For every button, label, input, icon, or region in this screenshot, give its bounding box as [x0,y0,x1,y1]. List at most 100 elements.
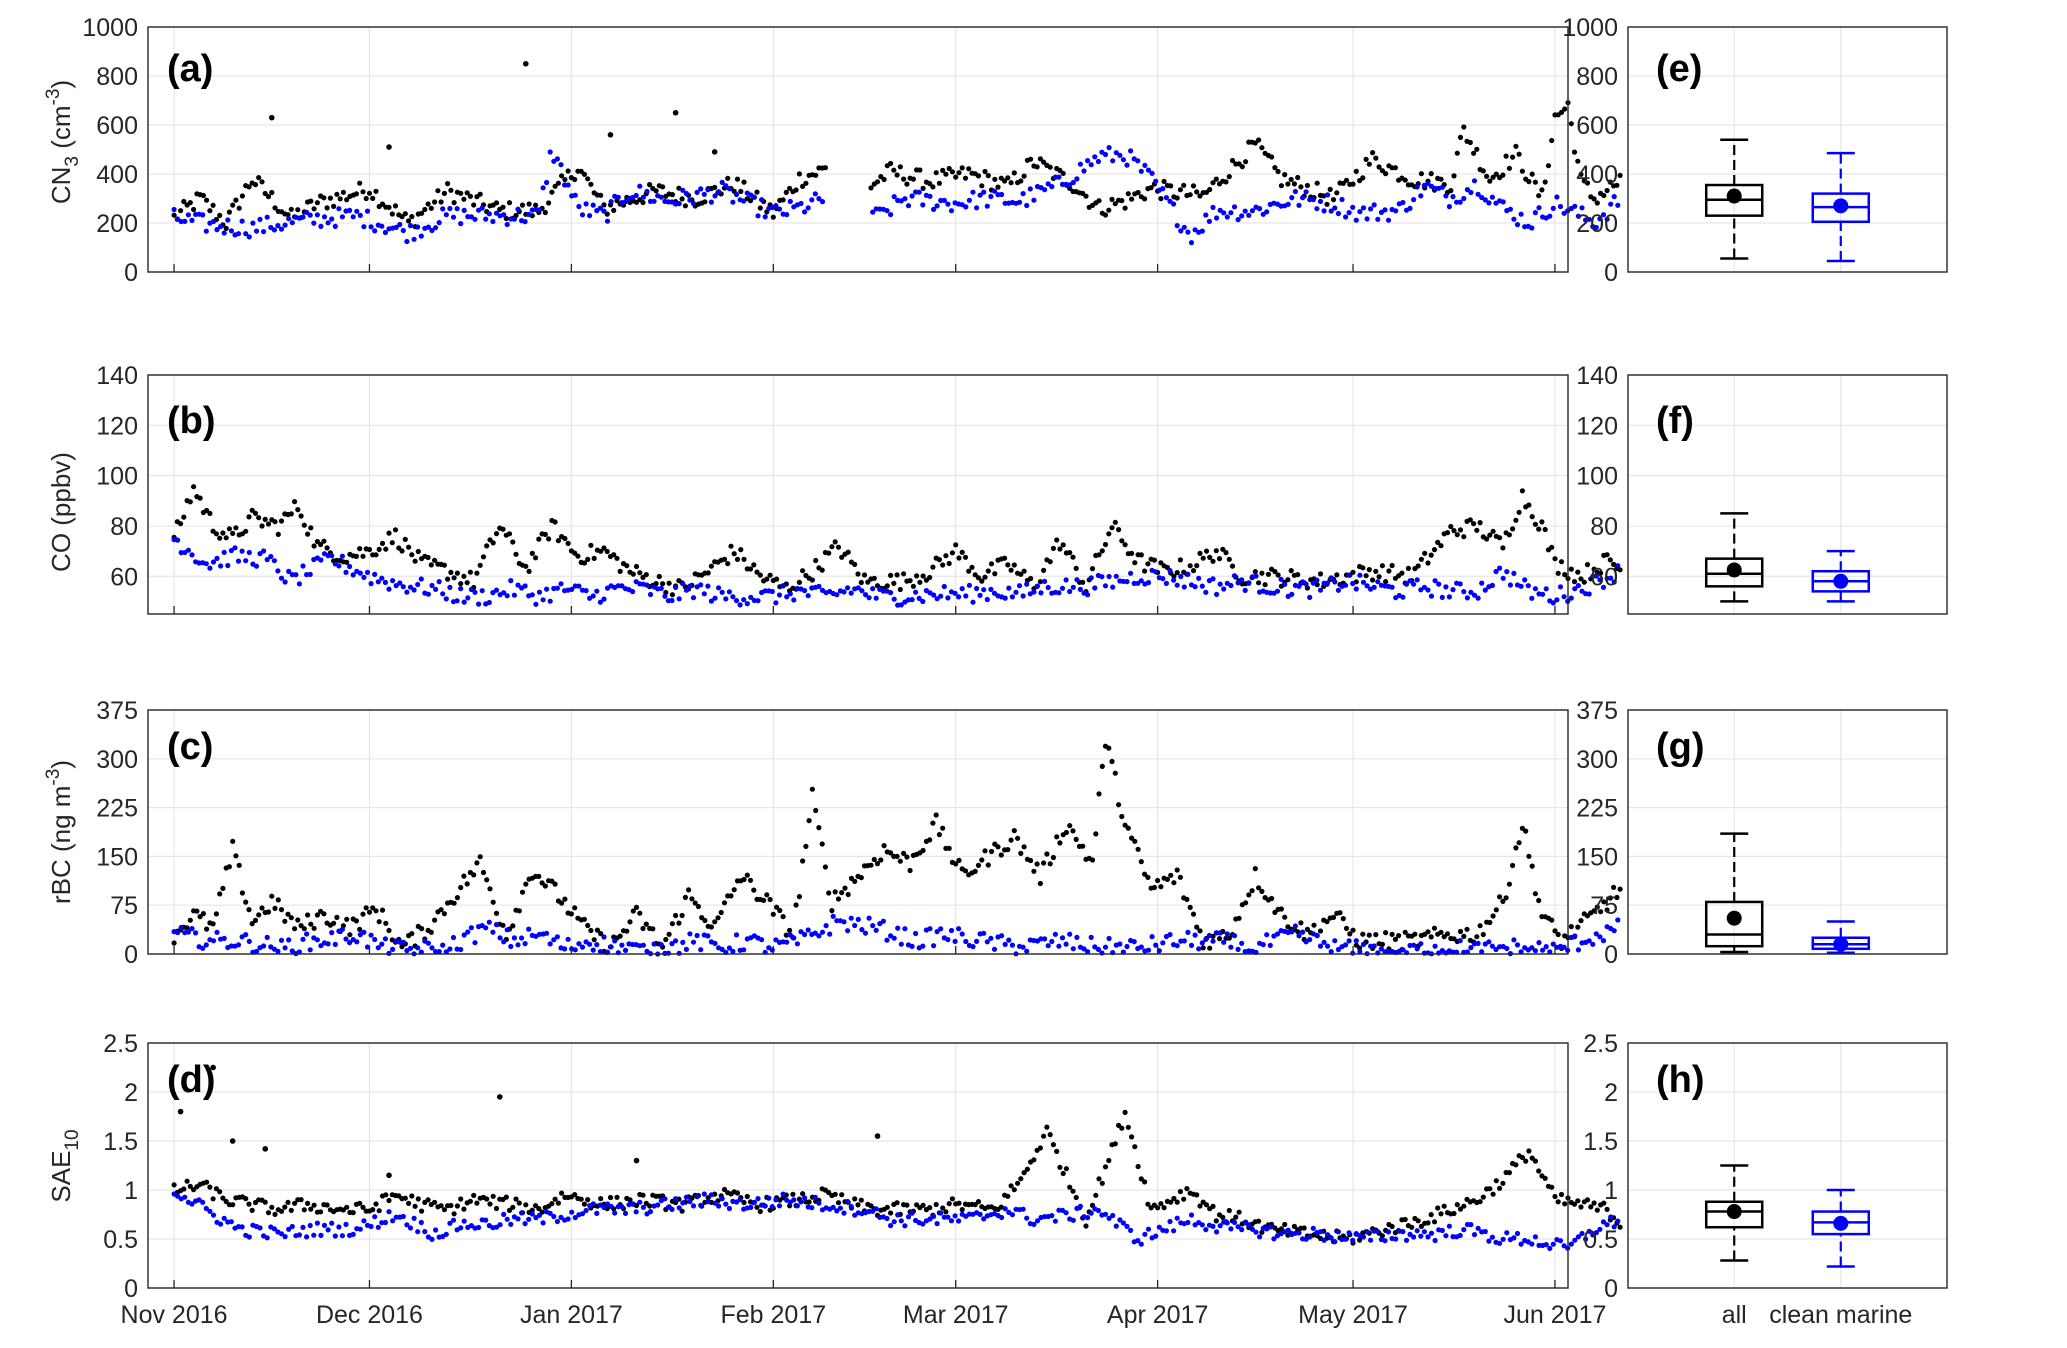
all-point [344,1204,350,1210]
all-point [946,165,952,172]
all-point [490,1193,496,1199]
clean-marine-point [576,203,582,210]
clean-marine-point [300,563,306,569]
all-point [383,1192,389,1198]
clean-marine-point [1088,575,1094,581]
all-point [783,932,789,938]
clean-marine-point [440,942,446,948]
clean-marine-point [1317,1229,1324,1235]
all-point [1477,520,1483,526]
clean-marine-point [680,581,686,587]
all-point [1031,868,1037,874]
all-point [441,911,447,917]
clean-marine-point [1153,178,1159,184]
clean-marine-point [873,927,879,933]
clean-marine-point [1257,206,1263,212]
clean-marine-point [1611,1224,1617,1230]
clean-marine-point [357,1226,363,1232]
y-tick-label: 225 [1576,795,1618,823]
clean-marine-point [1253,573,1259,579]
clean-marine-point [536,589,543,595]
all-point [311,925,317,931]
all-point [588,927,594,934]
all-point [1129,1134,1135,1140]
all-point [1024,1166,1030,1172]
all-point [1138,859,1144,865]
clean-marine-point [382,229,388,236]
clean-marine-point [1235,580,1241,586]
all-point [946,560,952,567]
clean-marine-point [357,212,363,218]
all-point [1523,1158,1529,1164]
clean-marine-point [733,598,740,604]
all-point [1239,164,1245,170]
clean-marine-point [608,1203,614,1209]
clean-marine-point [1063,1210,1069,1216]
all-point [204,1179,210,1185]
all-point [956,857,962,864]
all-point [796,894,803,900]
clean-marine-point [210,559,217,565]
clean-marine-point [1532,586,1538,592]
all-point [1236,915,1242,921]
all-point [337,196,343,202]
clean-marine-point [318,557,324,563]
all-point [220,1195,226,1201]
all-point [897,164,903,170]
clean-marine-point [447,946,453,952]
clean-marine-point [275,568,281,574]
clean-marine-point [941,1214,947,1220]
all-point [868,185,874,191]
clean-marine-point [1016,199,1023,205]
all-point [1037,156,1043,162]
clean-marine-point [354,208,360,214]
all-point [998,852,1004,858]
clean-marine-point [644,582,650,588]
all-point [1370,577,1376,583]
box-iqr [1704,900,1764,948]
all-point [588,181,594,187]
all-point [519,202,526,208]
clean-marine-point [723,1201,729,1207]
all-point [839,890,845,896]
clean-marine-point [304,209,310,215]
all-point [914,573,920,579]
clean-marine-point [583,588,589,594]
panel-label-b: (b) [167,400,216,442]
all-point [562,177,568,183]
all-point [187,200,193,206]
ylabel-panel-d: SAE10 [46,1129,83,1202]
all-point [1050,545,1056,552]
clean-marine-point [282,1234,288,1240]
clean-marine-point [991,946,998,952]
all-point [1184,896,1190,903]
all-point [940,167,946,173]
clean-marine-point [945,937,951,943]
all-point [1562,572,1568,578]
clean-marine-point [400,584,406,590]
clean-marine-point [698,186,704,192]
all-outlier-point [177,1108,184,1115]
all-point [318,1209,324,1215]
clean-marine-point [784,939,790,945]
all-point [269,189,275,196]
axes-frame [147,374,1569,615]
clean-marine-point [1471,1232,1478,1238]
clean-marine-point [1249,208,1255,214]
y-tick-label: 200 [96,210,138,238]
all-point [412,558,418,564]
all-point [546,200,552,206]
clean-marine-point [1095,158,1101,165]
clean-marine-point [787,198,793,204]
clean-marine-point [1468,945,1474,951]
x-tick-label: Apr 2017 [1107,1301,1208,1329]
clean-marine-point [1271,1236,1277,1242]
clean-marine-point [705,187,711,193]
all-point [301,522,307,528]
all-point [874,861,881,867]
clean-marine-point [970,599,976,605]
all-point [1216,936,1223,942]
clean-marine-point [454,206,460,212]
all-point [1392,936,1398,943]
all-point [451,1211,457,1217]
